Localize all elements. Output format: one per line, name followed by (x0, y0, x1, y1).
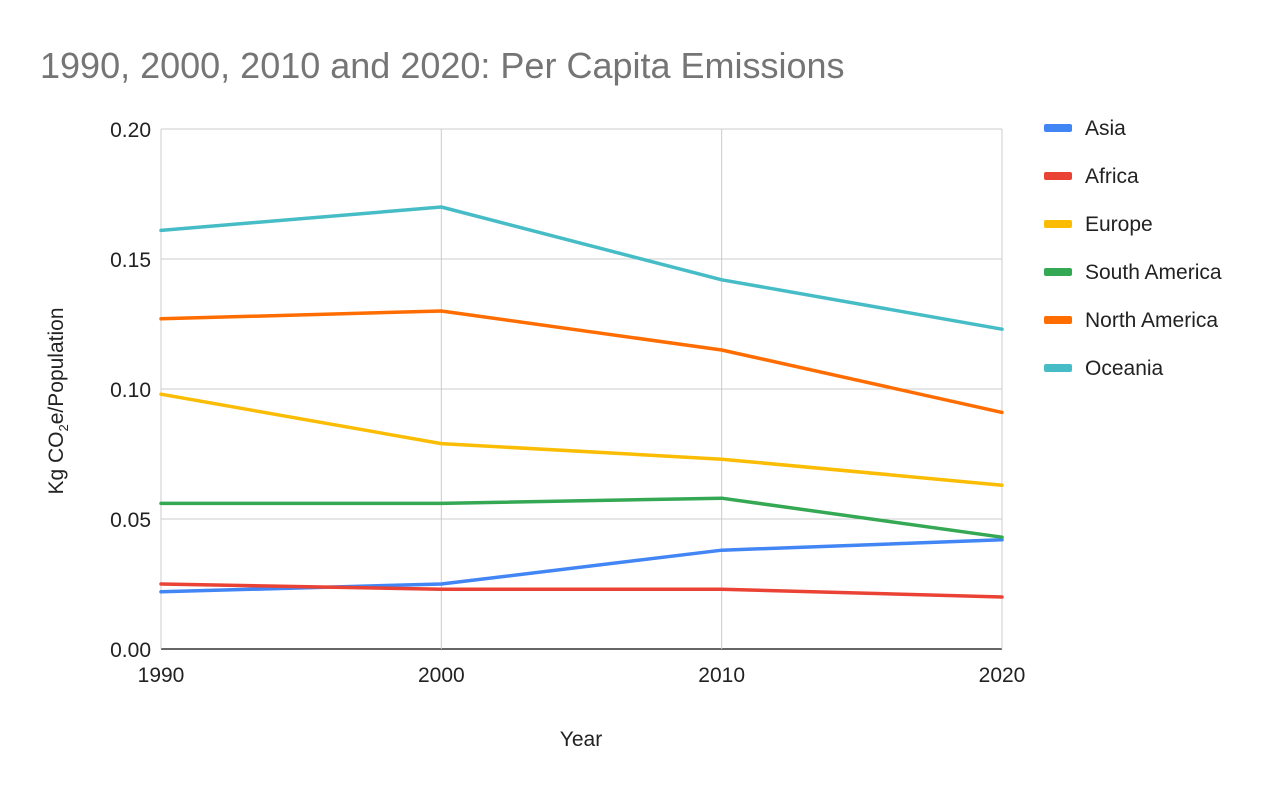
series-line-europe (159, 392, 1004, 487)
legend-label: North America (1085, 309, 1218, 332)
series-line-asia (159, 538, 1004, 594)
y-tick-label: 0.10 (110, 379, 151, 402)
y-tick-label: 0.05 (110, 509, 151, 532)
chart-title: 1990, 2000, 2010 and 2020: Per Capita Em… (40, 45, 845, 86)
legend-item-asia: Asia (1044, 117, 1126, 140)
legend-item-europe: Europe (1044, 213, 1153, 236)
series-line-north-america (159, 309, 1004, 415)
y-axis-title-suffix: e/Population (45, 307, 68, 424)
legend-item-north-america: North America (1044, 309, 1218, 332)
y-axis-title: Kg CO2e/Population (45, 307, 71, 494)
y-tick-label: 0.00 (110, 639, 151, 662)
legend-label: Europe (1085, 213, 1153, 236)
legend-swatch (1044, 268, 1072, 276)
legend-swatch (1044, 124, 1072, 132)
gridlines (160, 128, 1003, 650)
legend-label: South America (1085, 261, 1222, 284)
legend-swatch (1044, 220, 1072, 228)
x-axis-title: Year (560, 728, 602, 751)
legend-swatch (1044, 172, 1072, 180)
legend-label: Oceania (1085, 357, 1164, 380)
series-line-africa (159, 582, 1004, 599)
legend-swatch (1044, 316, 1072, 324)
x-tick-label: 2010 (698, 664, 745, 687)
series-line-oceania (159, 205, 1004, 331)
y-axis-ticks: 0.00 0.05 0.10 0.15 0.20 (110, 119, 151, 662)
y-axis-title-prefix: Kg CO (45, 431, 68, 494)
y-tick-label: 0.20 (110, 119, 151, 142)
series-line-south-america (159, 496, 1004, 539)
legend-item-oceania: Oceania (1044, 357, 1164, 380)
x-tick-label: 2000 (418, 664, 465, 687)
x-tick-label: 1990 (138, 664, 185, 687)
series-lines (159, 205, 1004, 599)
legend-swatch (1044, 364, 1072, 372)
x-tick-label: 2020 (979, 664, 1026, 687)
x-axis-ticks: 1990 2000 2010 2020 (138, 664, 1026, 687)
legend-label: Asia (1085, 117, 1126, 140)
y-tick-label: 0.15 (110, 249, 151, 272)
legend-item-south-america: South America (1044, 261, 1222, 284)
legend-label: Africa (1085, 165, 1139, 188)
legend-item-africa: Africa (1044, 165, 1139, 188)
y-axis-title-subscript: 2 (56, 424, 71, 431)
legend: Asia Africa Europe South America North Ameri… (1044, 117, 1222, 380)
